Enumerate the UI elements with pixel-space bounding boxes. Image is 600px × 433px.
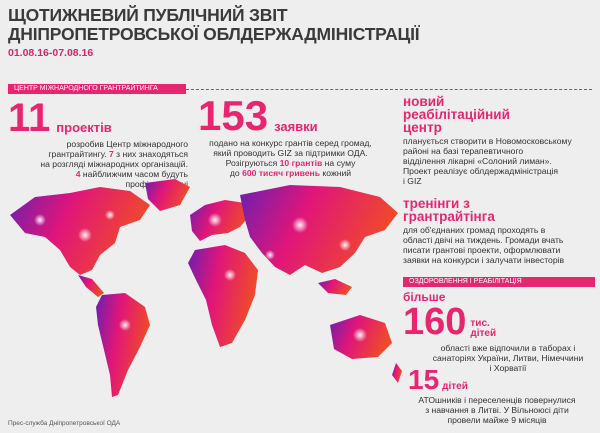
children-unit-2: дітей (470, 328, 497, 339)
glow-dot (34, 214, 46, 226)
title-line-2: ДНІПРОПЕТРОВСЬКОЇ ОБЛДЕРЖАДМІНІСТРАЦІЇ (8, 24, 420, 44)
applications-line-1: подано на конкурс грантів серед громад, (209, 138, 372, 148)
ato-line-3: провели майже 9 місяців (447, 415, 547, 425)
glow-dot (292, 217, 308, 233)
greenland-shape (145, 179, 190, 211)
rehab-line-3: відділення лікарні «Солоний лиман». (403, 156, 552, 166)
ato-children-number: 15 (408, 364, 440, 395)
section-divider (186, 89, 592, 90)
children-unit-1: тис. (470, 318, 490, 329)
grants-section-label: ЦЕНТР МІЖНАРОДНОГО ГРАНТРАЙТИНГА (14, 85, 158, 92)
glow-dot (265, 250, 275, 260)
southeast-asia-shape (318, 279, 352, 295)
rehab-line-1: планується створити в Новомосковському (403, 136, 572, 146)
trainings-line-3: писати грантові проекти, оформлювати (403, 245, 561, 255)
glow-dot (339, 239, 351, 251)
projects-line-2: грантрайтингу. 7 з них знаходяться (48, 149, 188, 159)
projects-line-3: на розгляді міжнародних організацій. (40, 159, 188, 169)
glow-dot (78, 228, 92, 242)
south-america-shape (96, 293, 150, 397)
africa-shape (188, 245, 258, 347)
glow-dot (353, 328, 367, 342)
children-prefix: більше (403, 290, 446, 304)
trainings-block: тренінги з грантрайтінга для об'єднаних … (403, 197, 595, 265)
children-line-2: санаторіях України, Литви, Німеччини (432, 353, 584, 363)
ato-line-2: з навчання в Литві. У Вільноюсі діти (425, 405, 569, 415)
asia-shape (240, 185, 398, 275)
health-section-bar: ОЗДОРОВЛЕННЯ І РЕАБІЛІТАЦІЯ (403, 277, 595, 287)
glow-dot (105, 210, 115, 220)
applications-unit: заявки (274, 119, 318, 134)
health-section-label: ОЗДОРОВЛЕННЯ І РЕАБІЛІТАЦІЯ (409, 278, 522, 285)
trainings-line-1: для об'єднаних громад проходять в (403, 225, 546, 235)
trainings-line-2: області двічі на тиждень. Громади вчать (403, 235, 564, 245)
rehab-center-block: новий реабілітаційний центр планується с… (403, 95, 595, 186)
projects-unit: проектів (56, 120, 112, 135)
footer-credit: Прес-служба Дніпропетровської ОДА (8, 420, 121, 427)
projects-number: 11 (8, 96, 51, 140)
glow-dot (119, 319, 131, 331)
grants-section-bar: ЦЕНТР МІЖНАРОДНОГО ГРАНТРАЙТИНГА (8, 84, 186, 94)
ato-line-1: АТОшників і переселенців повернулися (418, 395, 576, 405)
applications-number: 153 (198, 92, 269, 139)
applications-line-2: який проводить GIZ за підтримки ОДА. (213, 148, 368, 158)
ato-children-unit: дітей (442, 381, 468, 392)
applications-block: 153 заявки подано на конкурс грантів сер… (198, 92, 398, 179)
rehab-head-2: реабілітаційний (403, 107, 510, 122)
rehab-head-3: центр (403, 120, 442, 135)
rehab-line-2: районі на базі терапевтичного (403, 146, 524, 156)
trainings-line-4: заявки на конкурси і залучати інвесторів (403, 255, 565, 265)
rehab-line-4: Проект реалізує облдержадміністрація (403, 166, 559, 176)
children-number: 160 (403, 301, 467, 343)
title-line-1: ЩОТИЖНЕВИЙ ПУБЛІЧНИЙ ЗВІТ (8, 5, 288, 25)
glow-dot (224, 269, 236, 281)
trainings-head-2: грантрайтінга (403, 209, 495, 224)
rehab-head-1: новий (403, 94, 445, 109)
children-block: більше 160 тис. дітей області вже відпоч… (403, 291, 595, 373)
children-line-3: і Хорватії (489, 363, 527, 373)
children-line-1: області вже відпочили в таборах і (440, 343, 576, 353)
applications-line-3: Розігруються 10 грантів на суму (225, 158, 356, 168)
page-title: ЩОТИЖНЕВИЙ ПУБЛІЧНИЙ ЗВІТ ДНІПРОПЕТРОВСЬ… (8, 6, 478, 44)
new-zealand-shape (392, 363, 402, 383)
projects-block: 11 проектів розробив Центр міжнародного … (8, 98, 193, 189)
rehab-line-5: і GIZ (403, 176, 422, 186)
glow-dot (208, 213, 222, 227)
central-america-shape (78, 275, 104, 297)
world-map-illustration (10, 179, 402, 397)
projects-line-1: розробив Центр міжнародного (66, 139, 188, 149)
projects-line-4: 4 найближчим часом будуть (75, 169, 188, 179)
trainings-head-1: тренінги з (403, 196, 470, 211)
applications-line-4: до 600 тисяч гривень кожний (229, 168, 352, 178)
ato-children-block: 15 дітей АТОшників і переселенців поверн… (408, 364, 596, 426)
report-date: 01.08.16-07.08.16 (8, 47, 94, 59)
